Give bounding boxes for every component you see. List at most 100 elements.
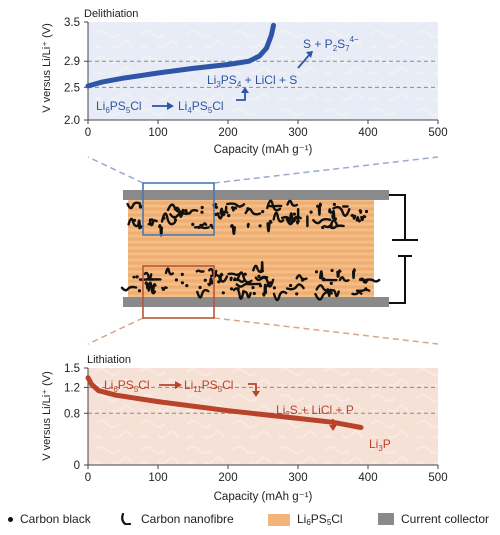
carbon-nanofibre bbox=[338, 276, 350, 283]
current-collector-bottom bbox=[123, 297, 389, 307]
carbon-nanofibre bbox=[328, 224, 345, 230]
carbon-nanofibre bbox=[350, 213, 357, 220]
carbon-black-particle bbox=[321, 225, 325, 230]
carbon-black-particle bbox=[329, 223, 333, 227]
carbon-black-particle bbox=[191, 222, 195, 226]
carbon-nanofibre bbox=[120, 285, 138, 292]
carbon-nanofibre bbox=[332, 205, 351, 217]
carbon-black-particle bbox=[364, 209, 369, 214]
carbon-nanofibre bbox=[317, 202, 322, 216]
carbon-nanofibre-icon bbox=[121, 513, 132, 525]
carbon-black-particle bbox=[329, 281, 333, 285]
carbon-black-particle bbox=[132, 218, 137, 222]
delith-arrow-3-head bbox=[167, 102, 174, 110]
projection-line-top-left bbox=[87, 156, 144, 184]
carbon-nanofibre bbox=[266, 219, 273, 233]
carbon-black-particle bbox=[198, 285, 202, 290]
legend-carbon-nanofibre: Carbon nanofibre bbox=[118, 512, 234, 526]
current-collector-top bbox=[123, 190, 389, 200]
carbon-black-particle bbox=[214, 205, 219, 209]
delith-annot-li3ps4: Li3PS4 + LiCl + S bbox=[207, 73, 297, 89]
carbon-nanofibre bbox=[331, 209, 337, 222]
carbon-black-particle bbox=[314, 270, 319, 274]
carbon-black-particle bbox=[292, 212, 296, 216]
carbon-nanofibre bbox=[355, 288, 371, 293]
lith-y-tick-label: 0.8 bbox=[64, 408, 80, 420]
projection-line-top-right bbox=[213, 156, 439, 184]
carbon-nanofibre bbox=[355, 216, 362, 223]
lith-annot-li6ps5cl: Li6PS5Cl bbox=[104, 378, 150, 394]
legend-electrolyte: Li6PS5Cl bbox=[268, 512, 343, 527]
carbon-black-particle bbox=[135, 275, 139, 279]
carbon-black-particle bbox=[200, 205, 204, 210]
carbon-nanofibre bbox=[287, 212, 294, 222]
carbon-black-particle bbox=[203, 278, 207, 282]
delith-x-tick-label: 0 bbox=[85, 127, 91, 139]
carbon-nanofibre bbox=[227, 272, 241, 277]
legend-current-collector: Current collector bbox=[378, 512, 489, 526]
carbon-black-particle bbox=[137, 289, 142, 293]
carbon-nanofibre bbox=[295, 274, 308, 281]
carbon-black-particle bbox=[309, 210, 313, 214]
carbon-black-particle bbox=[209, 223, 213, 227]
delith-x-tick-label: 400 bbox=[358, 127, 377, 139]
carbon-nanofibre bbox=[230, 206, 235, 212]
lithiation-zoom-box bbox=[142, 265, 215, 319]
carbon-black-particle bbox=[162, 216, 166, 220]
external-circuit-wire bbox=[389, 194, 406, 304]
delith-title: Delithiation bbox=[84, 8, 138, 20]
delith-annot-li6ps5cl: Li6PS5Cl bbox=[96, 99, 142, 115]
carbon-black-particle bbox=[197, 225, 201, 229]
current-collector-swatch bbox=[378, 513, 394, 525]
carbon-black-particle bbox=[150, 218, 154, 222]
carbon-black-particle bbox=[300, 278, 305, 282]
carbon-black-particle bbox=[221, 291, 225, 295]
lith-x-tick-label: 100 bbox=[148, 472, 167, 484]
carbon-nanofibre bbox=[126, 201, 141, 210]
carbon-black-particle bbox=[331, 214, 335, 218]
delith-arrow-2-head bbox=[241, 87, 249, 93]
carbon-nanofibre bbox=[360, 215, 367, 222]
composite-electrode-top bbox=[126, 199, 369, 237]
carbon-nanofibre bbox=[230, 223, 236, 235]
carbon-black-particle bbox=[243, 272, 247, 276]
delith-arrow-1-head bbox=[306, 51, 313, 58]
carbon-nanofibre bbox=[229, 276, 233, 282]
carbon-nanofibre bbox=[365, 278, 381, 283]
carbon-nanofibre bbox=[218, 272, 224, 283]
lith-x-tick-label: 500 bbox=[428, 472, 447, 484]
carbon-nanofibre bbox=[173, 206, 185, 218]
carbon-nanofibre bbox=[235, 282, 254, 288]
delith-y-tick-label: 3.5 bbox=[64, 17, 80, 29]
carbon-nanofibre bbox=[286, 199, 299, 207]
carbon-black-particle bbox=[180, 272, 184, 276]
carbon-black-particle bbox=[246, 207, 250, 211]
carbon-black-particle bbox=[229, 287, 234, 291]
carbon-nanofibre bbox=[295, 219, 300, 225]
lith-y-label: V versus Li/Li⁺ (V) bbox=[41, 371, 53, 461]
carbon-nanofibre bbox=[193, 225, 210, 230]
carbon-nanofibre bbox=[184, 208, 199, 215]
carbon-black-particle bbox=[236, 287, 240, 291]
carbon-black-particle bbox=[364, 287, 368, 291]
delith-annot-li4ps5cl: Li4PS5Cl bbox=[178, 99, 224, 115]
composite-electrode-bottom bbox=[120, 261, 381, 302]
lith-annot-li11ps5cl: Li11PS5Cl bbox=[184, 378, 233, 394]
carbon-black-particle bbox=[185, 284, 189, 288]
carbon-nanofibre bbox=[195, 269, 205, 273]
delith-annot-s-p2s7: S + P2S74− bbox=[303, 35, 359, 53]
carbon-black-particle bbox=[272, 286, 276, 290]
carbon-black-particle bbox=[214, 212, 218, 217]
carbon-nanofibre bbox=[158, 224, 163, 237]
carbon-nanofibre bbox=[160, 212, 176, 226]
carbon-black-particle bbox=[316, 204, 320, 208]
carbon-nanofibre bbox=[272, 211, 285, 223]
lith-x-ticks: 0 100 200 300 400 500 bbox=[85, 465, 448, 484]
projection-line-bottom-right bbox=[213, 317, 439, 345]
carbon-nanofibre bbox=[199, 222, 208, 227]
lith-y-ticks: 0 0.8 1.2 1.5 bbox=[64, 363, 88, 472]
carbon-nanofibre bbox=[226, 202, 246, 208]
delith-x-tick-label: 100 bbox=[148, 127, 167, 139]
delith-arrow-1 bbox=[297, 53, 311, 69]
lith-y-tick-label: 0 bbox=[74, 460, 80, 472]
